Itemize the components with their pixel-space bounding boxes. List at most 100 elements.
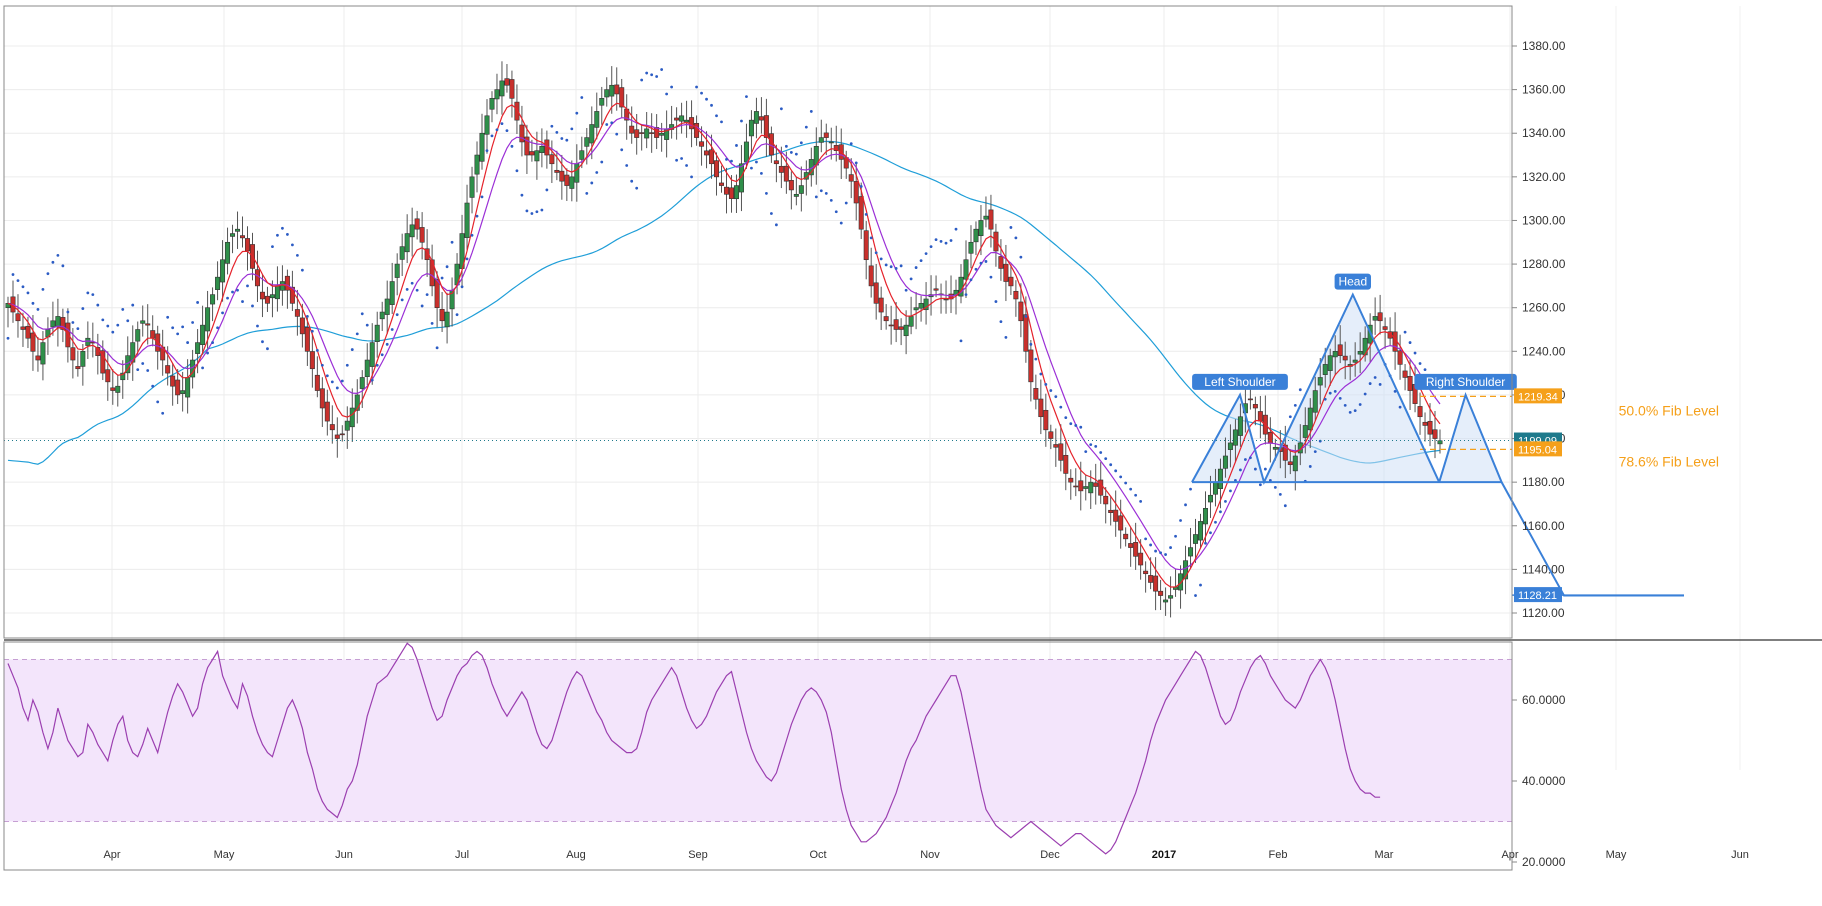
candle-body xyxy=(1287,461,1293,466)
x-tick-label: Jul xyxy=(455,849,469,861)
candle-body xyxy=(244,238,250,252)
psar-dot xyxy=(156,400,160,404)
candle-body xyxy=(444,311,450,328)
psar-dot xyxy=(1423,368,1427,372)
parabolic-sar xyxy=(6,68,1442,597)
psar-dot xyxy=(814,195,818,199)
psar-dot xyxy=(41,287,45,291)
candle-body xyxy=(1337,344,1343,356)
price-tag-bg xyxy=(1514,388,1562,404)
psar-dot xyxy=(186,341,190,344)
psar-dot xyxy=(784,144,788,148)
candle-body xyxy=(334,434,340,439)
candle-body xyxy=(1327,355,1333,371)
y-tick-label: 1280.00 xyxy=(1522,257,1566,271)
x-tick-label: May xyxy=(1606,849,1627,861)
candle-body xyxy=(264,295,270,304)
x-tick-label: Dec xyxy=(1040,849,1060,861)
y-tick-label: 1120.00 xyxy=(1522,606,1565,620)
candle-body xyxy=(644,128,650,139)
psar-dot xyxy=(385,342,389,346)
head-label-bg xyxy=(1334,273,1371,290)
candle-body xyxy=(679,115,685,122)
psar-dot xyxy=(1134,493,1138,497)
candle-body xyxy=(1387,331,1393,339)
candle-body xyxy=(1307,407,1313,431)
psar-dot xyxy=(570,127,574,131)
candle-body xyxy=(489,98,495,110)
x-tick-label: Sep xyxy=(688,849,708,861)
psar-dot xyxy=(151,384,155,388)
candle-body xyxy=(319,388,325,409)
psar-dot xyxy=(939,239,943,243)
candle-body xyxy=(464,202,470,238)
candle-body xyxy=(279,281,285,291)
candle-body xyxy=(1257,411,1263,422)
psar-dot xyxy=(954,227,958,231)
psar-dot xyxy=(325,374,329,378)
psar-dot xyxy=(1313,450,1317,454)
psar-dot xyxy=(365,323,369,327)
candle-body xyxy=(210,294,216,305)
candle-body xyxy=(70,347,76,361)
psar-dot xyxy=(545,188,549,192)
candle-body xyxy=(923,298,929,311)
psar-dot xyxy=(1149,543,1153,547)
candle-body xyxy=(215,276,221,290)
axes: 1120.001140.001160.001180.001200.001220.… xyxy=(3,5,1822,871)
candle-body xyxy=(110,387,116,391)
candle-body xyxy=(1232,429,1238,446)
candle-body xyxy=(314,374,320,391)
psar-dot xyxy=(1204,541,1207,545)
psar-dot xyxy=(1059,405,1063,409)
psar-dot xyxy=(849,142,853,146)
psar-dot xyxy=(1189,487,1192,491)
candle-body xyxy=(469,176,475,198)
psar-dot xyxy=(1293,403,1297,407)
psar-dot xyxy=(96,303,100,307)
candle-body xyxy=(983,215,989,220)
psar-dot xyxy=(1019,255,1023,259)
candle-body xyxy=(60,317,66,330)
y-tick-label: 1180.00 xyxy=(1522,475,1565,489)
candle-body xyxy=(354,394,360,411)
ema-fast-path xyxy=(7,102,1441,588)
candle-body xyxy=(639,132,645,134)
psar-dot xyxy=(340,379,344,383)
psar-dot xyxy=(705,97,708,101)
candle-body xyxy=(733,185,739,200)
psar-dot xyxy=(969,278,973,282)
candle-body xyxy=(55,316,61,328)
y-tick-label: 1320.00 xyxy=(1522,170,1566,184)
psar-dot xyxy=(1348,410,1352,414)
psar-dot xyxy=(390,328,394,331)
psar-dot xyxy=(176,332,180,336)
psar-dot xyxy=(166,315,170,319)
psar-dot xyxy=(86,291,90,295)
psar-dot xyxy=(400,298,404,302)
candle-body xyxy=(753,111,759,124)
psar-dot xyxy=(111,330,115,334)
candle-body xyxy=(1133,542,1139,557)
psar-dot xyxy=(839,221,843,225)
psar-dot xyxy=(460,285,464,289)
rsi-line xyxy=(7,642,1381,855)
psar-dot xyxy=(1253,467,1257,471)
psar-dot xyxy=(665,92,669,96)
candle-body xyxy=(439,308,445,322)
psar-dot xyxy=(989,275,993,279)
candle-body xyxy=(1123,533,1129,540)
psar-dot xyxy=(425,293,429,297)
psar-dot xyxy=(310,329,314,333)
x-tick-label: Jun xyxy=(335,849,353,861)
candle-body xyxy=(1237,416,1243,436)
candle-body xyxy=(524,136,530,156)
candle-body xyxy=(205,307,211,332)
psar-dot xyxy=(1403,330,1407,334)
candle-body xyxy=(793,193,799,197)
psar-dot xyxy=(445,265,449,269)
psar-dot xyxy=(760,171,763,175)
psar-dot xyxy=(345,363,349,367)
